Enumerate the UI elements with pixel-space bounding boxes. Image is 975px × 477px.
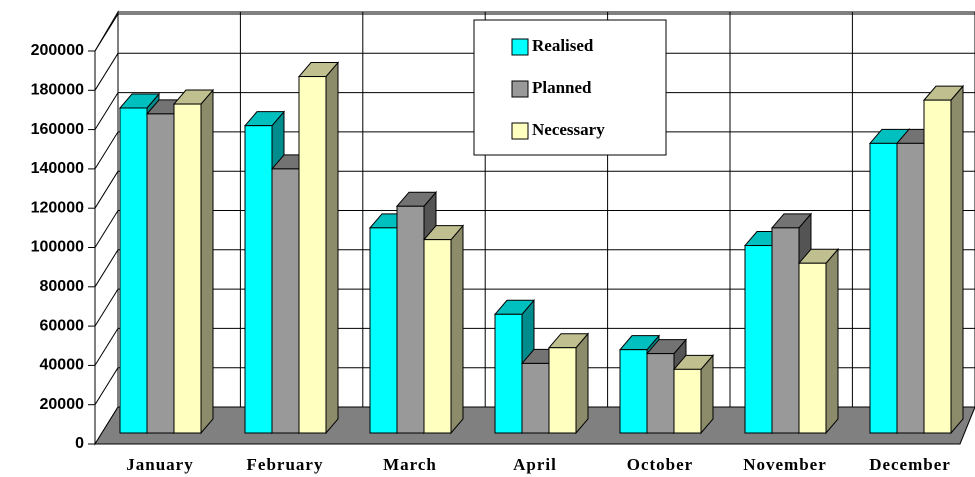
grid-line [94, 210, 119, 248]
y-tick-label: 140000 [31, 160, 84, 177]
bar-front [896, 142, 925, 434]
bar-front [521, 362, 550, 434]
bar-front [646, 353, 675, 434]
bar [172, 88, 215, 435]
bar-side [450, 224, 464, 435]
grid-line [94, 170, 119, 209]
bar-front [673, 368, 702, 434]
x-tick-label: February [247, 455, 324, 474]
bar [547, 332, 590, 435]
x-tick-label: December [869, 455, 951, 474]
grid-line [94, 367, 119, 405]
grid-line [94, 131, 119, 170]
y-tick-label: 160000 [31, 121, 84, 138]
bar-front [173, 103, 202, 434]
grid-line [94, 53, 119, 91]
legend-label: Planned [532, 78, 592, 97]
bar-front [798, 262, 827, 434]
bar-side [825, 247, 839, 435]
y-tick-label: 200000 [31, 42, 84, 59]
y-tick-label: 80000 [40, 278, 85, 295]
bar-side [575, 332, 589, 435]
grid-line [94, 288, 119, 327]
bar-front [244, 125, 273, 434]
bar-front [119, 107, 148, 434]
y-tick-label: 180000 [31, 82, 84, 99]
y-tick-label: 120000 [31, 199, 84, 216]
grid-line [94, 13, 119, 52]
legend-box [473, 19, 667, 156]
bar [422, 224, 465, 435]
grid-line [94, 249, 119, 288]
bar-front [619, 349, 648, 434]
bar-front [396, 205, 425, 434]
x-tick-label: January [126, 455, 193, 474]
bar-side [950, 84, 964, 435]
bar-side [325, 61, 339, 435]
bar-front [271, 168, 300, 434]
legend-label: Realised [532, 36, 594, 55]
x-tick-label: October [627, 455, 693, 474]
y-tick-label: 20000 [40, 396, 85, 413]
bar-front [923, 99, 952, 434]
bar-front [146, 113, 175, 434]
y-tick-label: 0 [75, 435, 84, 452]
legend-swatch [511, 38, 529, 56]
y-tick-label: 40000 [40, 357, 85, 374]
bar [672, 353, 715, 435]
bar [797, 247, 840, 435]
bar-front [744, 245, 773, 434]
bar-front [771, 227, 800, 434]
bar-front [423, 239, 452, 434]
bar-front [548, 347, 577, 434]
grid-line [94, 92, 119, 130]
legend: Realised Planned Necessary [473, 19, 667, 156]
x-tick-label: April [513, 455, 557, 474]
bar-front [298, 76, 327, 434]
bar-side [200, 88, 214, 435]
legend-swatch [511, 80, 529, 98]
legend-swatch [511, 122, 529, 140]
bar-front [869, 142, 898, 434]
x-tick-label: November [743, 455, 827, 474]
bar-front [494, 313, 523, 434]
legend-label: Necessary [532, 120, 605, 139]
bar [297, 61, 340, 435]
side-wall [94, 10, 119, 446]
bar [922, 84, 965, 435]
grid-line [94, 328, 119, 366]
y-tick-label: 60000 [40, 317, 85, 334]
x-tick-label: March [383, 455, 437, 474]
y-tick-label: 100000 [31, 239, 84, 256]
bar-front [369, 227, 398, 434]
